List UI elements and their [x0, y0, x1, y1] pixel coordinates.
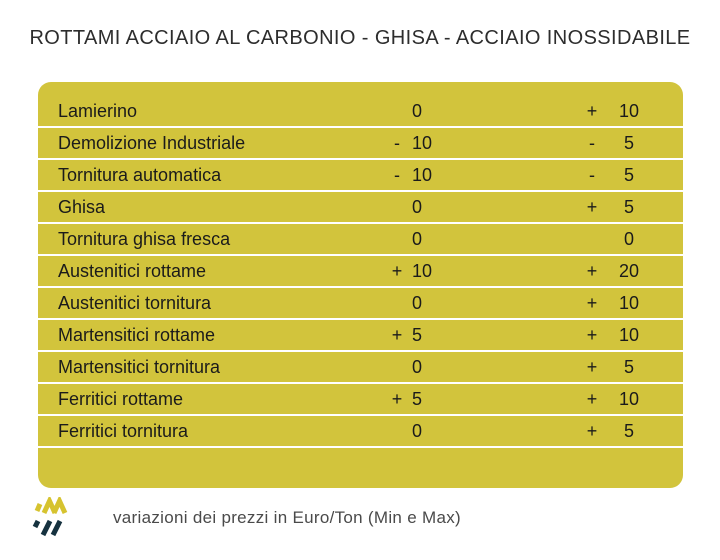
cell-min-value: 5 — [412, 325, 423, 345]
cell-material: Martensitici tornitura — [58, 357, 221, 377]
cell-min-value: 0 — [412, 101, 423, 121]
table-row: Martensitici tornitura 0 +5 — [38, 352, 683, 384]
cell-max-value: 10 — [618, 293, 640, 313]
table-row: Ferritici tornitura 0 +5 — [38, 416, 683, 448]
table-row: Tornitura automatica -10-5 — [38, 160, 683, 192]
cell-max-sign: - — [589, 133, 595, 153]
price-variation-table: Lamierino 0 +10 Demolizione Industriale -10-… — [38, 82, 683, 488]
cell-min-value: 5 — [412, 389, 423, 409]
cell-min-value: 0 — [412, 421, 423, 441]
cell-min-value: 0 — [412, 357, 423, 377]
cell-min-sign: + — [391, 325, 403, 345]
cell-min-value: 10 — [412, 261, 433, 281]
cell-max-sign: + — [586, 357, 598, 377]
double-chevron-slash-logo-icon — [32, 497, 68, 537]
cell-max-sign: + — [586, 197, 598, 217]
table-row: Tornitura ghisa fresca 0 0 — [38, 224, 683, 256]
cell-min-sign: + — [391, 389, 403, 409]
cell-material: Lamierino — [58, 101, 138, 121]
cell-max-value: 10 — [618, 101, 640, 121]
cell-max-value: 5 — [623, 357, 634, 377]
table-row: Austenitici rottame +10 +20 — [38, 256, 683, 288]
table-row: Lamierino 0 +10 — [38, 96, 683, 128]
cell-max-value: 5 — [623, 133, 634, 153]
cell-max-sign: + — [586, 421, 598, 441]
cell-material: Martensitici rottame — [58, 325, 216, 345]
table-row: Martensitici rottame +5 +10 — [38, 320, 683, 352]
cell-max-value: 10 — [618, 389, 640, 409]
cell-max-value: 5 — [623, 165, 634, 185]
cell-min-sign: - — [394, 133, 400, 153]
page-title: ROTTAMI ACCIAIO AL CARBONIO - GHISA - AC… — [29, 27, 691, 49]
footer: variazioni dei prezzi in Euro/Ton (Min e… — [32, 497, 692, 545]
cell-material: Demolizione Industriale — [58, 133, 246, 153]
cell-min-value: 0 — [412, 293, 423, 313]
cell-max-value: 5 — [623, 421, 634, 441]
cell-max-sign: + — [586, 389, 598, 409]
cell-material: Tornitura automatica — [58, 165, 222, 185]
cell-max-value: 5 — [623, 197, 634, 217]
cell-material: Ghisa — [58, 197, 106, 217]
cell-max-sign: + — [586, 101, 598, 121]
table-row: Austenitici tornitura 0 +10 — [38, 288, 683, 320]
cell-material: Ferritici rottame — [58, 389, 184, 409]
table-row: Ferritici rottame +5 +10 — [38, 384, 683, 416]
cell-material: Austenitici tornitura — [58, 293, 212, 313]
cell-material: Austenitici rottame — [58, 261, 207, 281]
cell-max-value: 20 — [618, 261, 640, 281]
cell-min-sign: - — [394, 165, 400, 185]
cell-material: Tornitura ghisa fresca — [58, 229, 231, 249]
cell-max-sign: + — [586, 325, 598, 345]
cell-max-value: 0 — [623, 229, 634, 249]
cell-min-value: 10 — [412, 133, 433, 153]
cell-min-value: 0 — [412, 229, 423, 249]
footer-caption: variazioni dei prezzi in Euro/Ton (Min e… — [113, 508, 461, 527]
cell-max-sign: - — [589, 165, 595, 185]
table-row: Ghisa 0 +5 — [38, 192, 683, 224]
cell-min-value: 10 — [412, 165, 433, 185]
cell-max-value: 10 — [618, 325, 640, 345]
cell-min-value: 0 — [412, 197, 423, 217]
cell-max-sign: + — [586, 293, 598, 313]
cell-min-sign: + — [391, 261, 403, 281]
table-row: Demolizione Industriale -10-5 — [38, 128, 683, 160]
cell-material: Ferritici tornitura — [58, 421, 189, 441]
cell-max-sign: + — [586, 261, 598, 281]
